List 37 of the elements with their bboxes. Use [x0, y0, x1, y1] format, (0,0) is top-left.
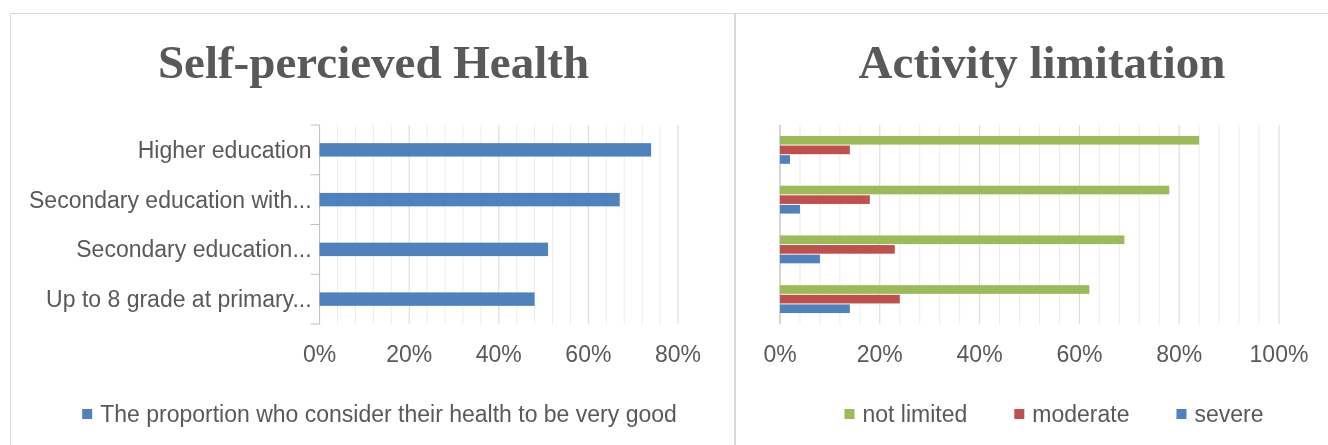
bar	[319, 192, 620, 207]
bar	[780, 254, 820, 264]
bar	[780, 235, 1125, 245]
chart-title: Self-percieved Health	[157, 36, 590, 88]
legend-label: not limited	[862, 401, 968, 428]
x-tick-label: 100%	[1249, 341, 1309, 368]
bar	[780, 135, 1200, 145]
bar	[780, 304, 850, 314]
bar	[780, 294, 900, 304]
x-tick-label: 40%	[475, 341, 522, 368]
bar	[319, 143, 652, 157]
x-tick-label: 0%	[763, 341, 797, 368]
bar	[780, 155, 790, 164]
x-tick-label: 0%	[302, 341, 337, 368]
x-tick-label: 40%	[956, 341, 1003, 368]
y-tick-label: Up to 8 grade at primary...	[46, 286, 312, 313]
x-tick-label: 80%	[654, 341, 702, 368]
bar	[780, 245, 895, 254]
bar	[780, 195, 870, 204]
y-tick-label: Secondary education...	[76, 236, 312, 263]
bar	[780, 204, 800, 214]
legend-label: severe	[1194, 401, 1264, 428]
y-tick-label: Secondary education with...	[29, 186, 312, 213]
bar	[319, 242, 549, 257]
x-tick-label: 60%	[565, 341, 612, 368]
x-tick-label: 20%	[856, 341, 903, 368]
legend-label: moderate	[1032, 401, 1130, 428]
bar	[780, 145, 850, 155]
x-tick-label: 60%	[1056, 341, 1103, 368]
bar	[780, 185, 1170, 195]
y-tick-label: Higher education	[137, 136, 312, 163]
chart-title: Activity limitation	[858, 36, 1226, 88]
bar	[780, 285, 1090, 294]
x-tick-label: 20%	[386, 341, 433, 368]
bar	[319, 292, 535, 306]
legend-label: The proportion who consider their health to be very good	[100, 401, 677, 428]
x-tick-label: 80%	[1156, 341, 1203, 368]
